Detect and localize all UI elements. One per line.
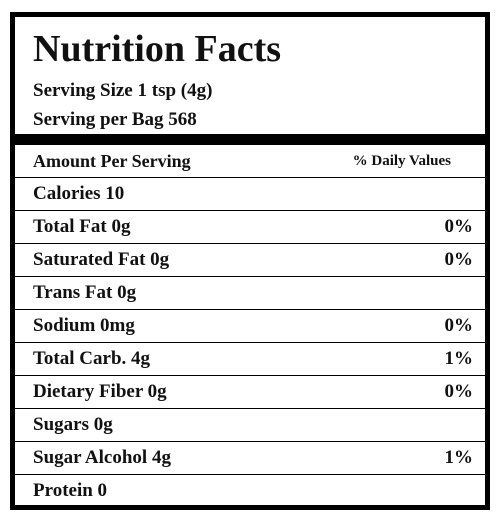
daily-value: 0% bbox=[444, 315, 474, 336]
title: Nutrition Facts bbox=[33, 28, 282, 70]
column-header: Amount Per Serving bbox=[33, 151, 191, 171]
nutrient: Sugars 0g bbox=[33, 414, 113, 435]
nutrient: Total Carb. 4g bbox=[33, 348, 151, 369]
column-header: % Daily Values bbox=[352, 153, 451, 169]
table-row: Total Carb. 4g 1% bbox=[15, 343, 485, 376]
table-row: Protein 0 bbox=[15, 475, 485, 507]
table-row: Calories 10 bbox=[15, 178, 485, 211]
nutrient: Dietary Fiber 0g bbox=[33, 381, 167, 402]
divider bbox=[15, 134, 485, 145]
table-row: Total Fat 0g 0% bbox=[15, 211, 485, 244]
nutrient: Total Fat 0g bbox=[33, 216, 131, 237]
daily-value: 0% bbox=[444, 216, 474, 237]
nutrition-label: Nutrition Facts Serving Size 1 tsp (4g) … bbox=[10, 12, 490, 510]
table-header: Amount Per Serving % Daily Values bbox=[15, 145, 485, 178]
table-row: Saturated Fat 0g 0% bbox=[15, 244, 485, 277]
daily-value: 1% bbox=[444, 348, 474, 369]
table-row: Sodium 0mg 0% bbox=[15, 310, 485, 343]
nutrient: Calories 10 bbox=[33, 183, 125, 204]
table-row: Sugars 0g bbox=[15, 409, 485, 442]
daily-value: 0% bbox=[444, 249, 474, 270]
nutrient: Trans Fat 0g bbox=[33, 282, 137, 303]
table-row: Trans Fat 0g bbox=[15, 277, 485, 310]
nutrient: Sodium 0mg bbox=[33, 315, 135, 336]
table-row: Sugar Alcohol 4g 1% bbox=[15, 442, 485, 475]
servings: Serving per Bag 568 bbox=[33, 109, 197, 130]
table-row: Dietary Fiber 0g 0% bbox=[15, 376, 485, 409]
nutrient: Saturated Fat 0g bbox=[33, 249, 170, 270]
serving-size: Serving Size 1 tsp (4g) bbox=[33, 80, 213, 101]
nutrient: Sugar Alcohol 4g bbox=[33, 447, 171, 468]
daily-value: 0% bbox=[444, 381, 474, 402]
nutrient: Protein 0 bbox=[33, 480, 108, 501]
daily-value: 1% bbox=[444, 447, 474, 468]
